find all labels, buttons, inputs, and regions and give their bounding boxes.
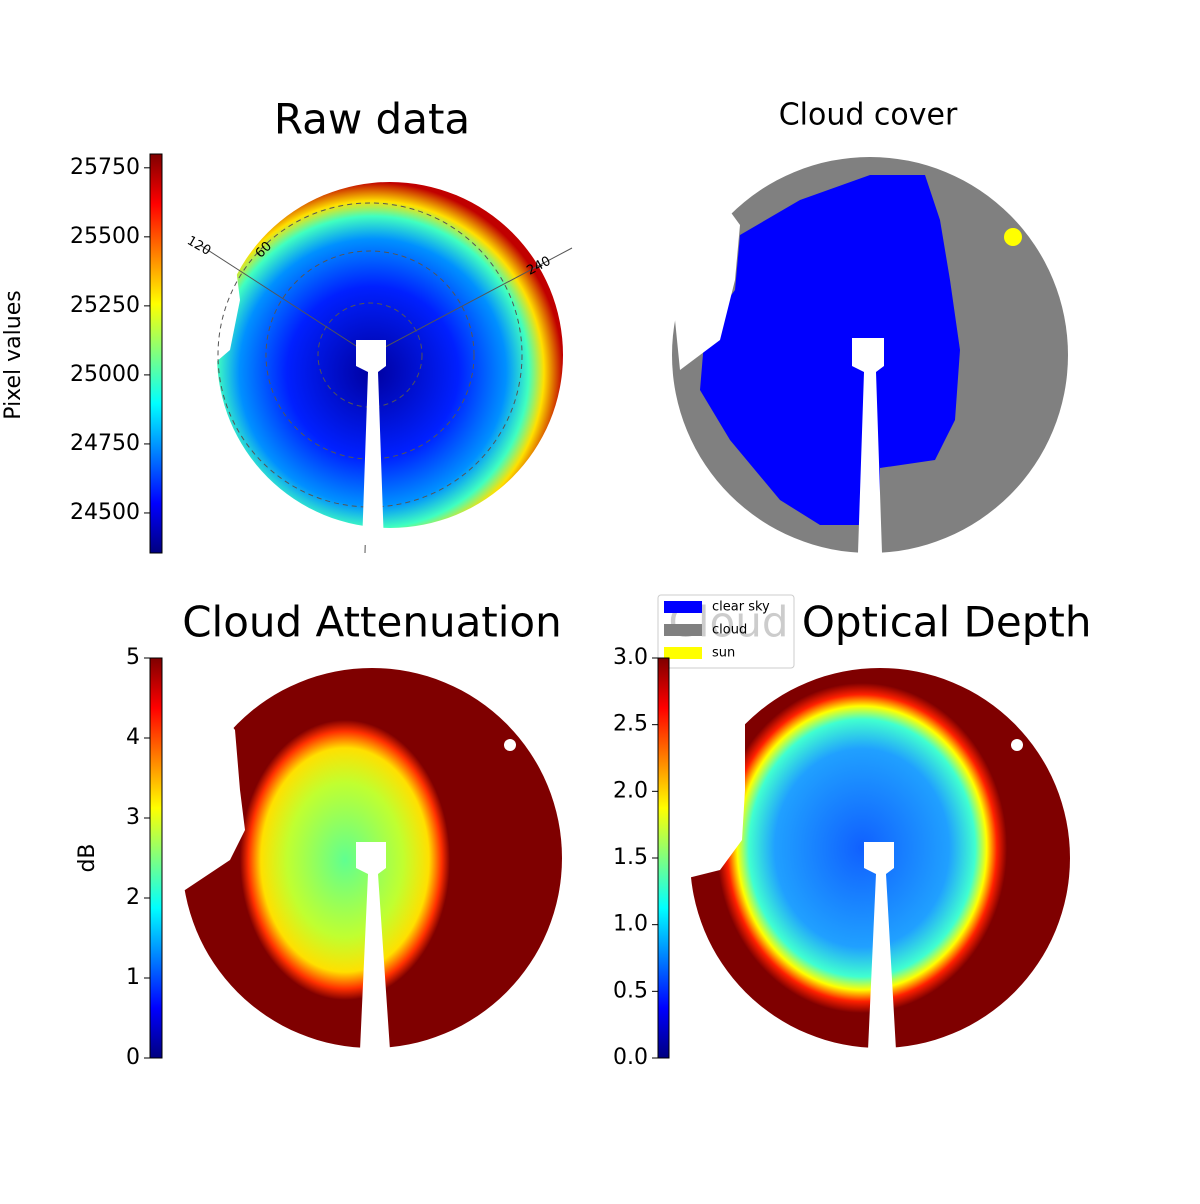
colorbar [149, 153, 163, 554]
panel-title: Raw data [274, 95, 470, 144]
legend-swatch [664, 601, 702, 613]
colorbar-tick-label: 0 [126, 1045, 140, 1070]
colorbar-tick-label: 2.0 [613, 778, 648, 803]
colorbar-tick-label: 0.5 [613, 978, 648, 1003]
raw-image [170, 160, 573, 554]
colorbar-tick-label: 25500 [70, 224, 140, 249]
colorbar-label: dB [75, 843, 100, 872]
legend-label: cloud [712, 623, 747, 638]
colorbar-tick-label: 24750 [70, 431, 140, 456]
colorbar-tick-label: 0.0 [613, 1045, 648, 1070]
colorbar-tick-label: 24500 [70, 500, 140, 525]
colorbar-tick-label: 5 [126, 645, 140, 670]
legend-label: clear sky [712, 600, 770, 615]
colorbar-tick-label: 2 [126, 885, 140, 910]
colorbar-label: Pixel values [1, 290, 26, 419]
colorbar-tick-label: 2.5 [613, 712, 648, 737]
legend-label: sun [712, 646, 735, 661]
colorbar-tick-label: 1.5 [613, 845, 648, 870]
legend-swatch [664, 647, 702, 659]
colorbar-tick-label: 25250 [70, 293, 140, 318]
colorbar-tick-label: 25000 [70, 362, 140, 387]
colorbar-tick-label: 4 [126, 725, 140, 750]
attenuation-image [170, 668, 562, 1050]
colorbar-tick-label: 3 [126, 805, 140, 830]
panel-title: Cloud Attenuation [182, 598, 562, 647]
legend-swatch [664, 624, 702, 636]
panel-title: Cloud cover [779, 98, 958, 133]
cloud-cover-image [660, 157, 1068, 553]
optical-depth-image [680, 668, 1070, 1050]
colorbar-tick-label: 25750 [70, 155, 140, 180]
colorbar-tick-label: 3.0 [613, 645, 648, 670]
colorbar-tick-label: 1.0 [613, 912, 648, 937]
colorbar-tick-label: 1 [126, 965, 140, 990]
colorbar [149, 657, 163, 1059]
colorbar [657, 657, 670, 1059]
